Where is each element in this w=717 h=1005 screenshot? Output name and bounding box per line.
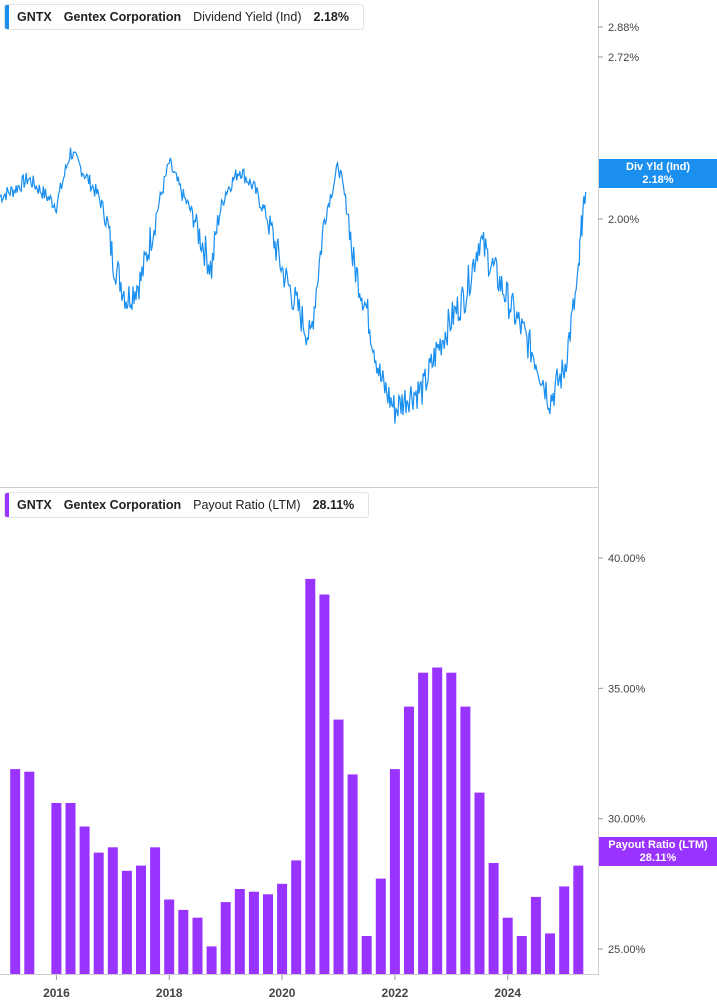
y-tick-label: 35.00% xyxy=(608,683,646,695)
payout-bar xyxy=(319,594,330,974)
payout-bar xyxy=(206,946,217,974)
payout-bar xyxy=(121,870,132,974)
payout-bar xyxy=(347,774,358,974)
payout-bar xyxy=(136,865,146,974)
payout-bar xyxy=(418,672,429,974)
payout-bar xyxy=(375,878,386,974)
payout-bar xyxy=(79,826,90,974)
payout-bar xyxy=(248,891,259,974)
legend-color-swatch xyxy=(5,493,9,517)
payout-bar xyxy=(559,886,570,974)
payout-bar xyxy=(432,667,443,974)
dividend-yield-price-tag: Div Yld (Ind) 2.18% xyxy=(599,159,717,188)
payout-bar xyxy=(333,719,344,974)
tag-value: 2.18% xyxy=(642,174,674,186)
payout-bar xyxy=(404,706,414,974)
y-tick-label: 30.00% xyxy=(608,814,646,826)
payout-bar xyxy=(150,847,161,974)
y-tick-label: 25.00% xyxy=(608,944,646,956)
payout-bar xyxy=(65,803,76,974)
payout-bar xyxy=(488,863,499,974)
payout-bar xyxy=(93,852,104,974)
y-tick-label: 2.72% xyxy=(608,52,639,64)
payout-bar xyxy=(291,860,302,974)
payout-bar xyxy=(573,865,584,974)
payout-bar xyxy=(277,883,288,974)
dividend-yield-legend: GNTX Gentex Corporation Dividend Yield (… xyxy=(4,4,364,30)
x-tick-label: 2018 xyxy=(156,986,183,1000)
payout-bar xyxy=(263,894,273,974)
payout-bar xyxy=(24,771,35,974)
tag-label: Payout Ratio (LTM) xyxy=(608,839,708,851)
payout-bar xyxy=(192,917,203,974)
legend-value: 28.11% xyxy=(312,498,355,512)
y-tick-label: 40.00% xyxy=(608,553,646,565)
payout-bar xyxy=(107,847,118,974)
payout-ratio-plot: 25.00% 30.00% 35.00% 40.00% 2016 2018 2020 2022… xyxy=(10,553,646,1000)
payout-bar xyxy=(51,803,62,974)
tag-label: Div Yld (Ind) xyxy=(626,161,690,173)
legend-company: Gentex Corporation xyxy=(63,498,182,512)
payout-ratio-legend: GNTX Gentex Corporation Payout Ratio (LT… xyxy=(4,492,370,518)
payout-bar xyxy=(389,769,400,974)
payout-bar xyxy=(305,578,316,974)
payout-bar xyxy=(545,933,555,974)
payout-bar xyxy=(234,889,245,974)
payout-bar xyxy=(516,936,527,974)
legend-metric: Dividend Yield (Ind) xyxy=(193,10,302,24)
y-tick-label: 2.00% xyxy=(608,214,639,226)
x-tick-label: 2016 xyxy=(43,986,70,1000)
legend-value: 2.18% xyxy=(313,10,349,24)
x-tick-label: 2024 xyxy=(494,986,521,1000)
payout-bar xyxy=(164,899,175,974)
y-tick-label: 2.88% xyxy=(608,22,639,34)
payout-bar xyxy=(220,902,231,974)
tag-value: 28.11% xyxy=(639,852,677,864)
x-tick-label: 2020 xyxy=(269,986,296,1000)
payout-bar xyxy=(178,909,189,974)
legend-ticker: GNTX xyxy=(17,10,52,24)
dividend-yield-plot: 2.00% 2.72% 2.88% xyxy=(0,22,639,424)
legend-metric: Payout Ratio (LTM) xyxy=(193,498,301,512)
payout-bar xyxy=(474,792,485,974)
legend-ticker: GNTX xyxy=(17,498,52,512)
payout-bar xyxy=(530,896,541,974)
dividend-yield-line xyxy=(0,147,587,424)
payout-bar xyxy=(361,936,372,974)
payout-bar xyxy=(460,706,471,974)
axes xyxy=(0,0,599,975)
payout-ratio-price-tag: Payout Ratio (LTM) 28.11% xyxy=(599,837,717,866)
payout-bar xyxy=(10,769,21,974)
legend-company: Gentex Corporation xyxy=(63,10,182,24)
payout-bar xyxy=(446,672,457,974)
payout-bar xyxy=(502,917,513,974)
legend-color-swatch xyxy=(5,5,9,29)
x-tick-label: 2022 xyxy=(382,986,409,1000)
